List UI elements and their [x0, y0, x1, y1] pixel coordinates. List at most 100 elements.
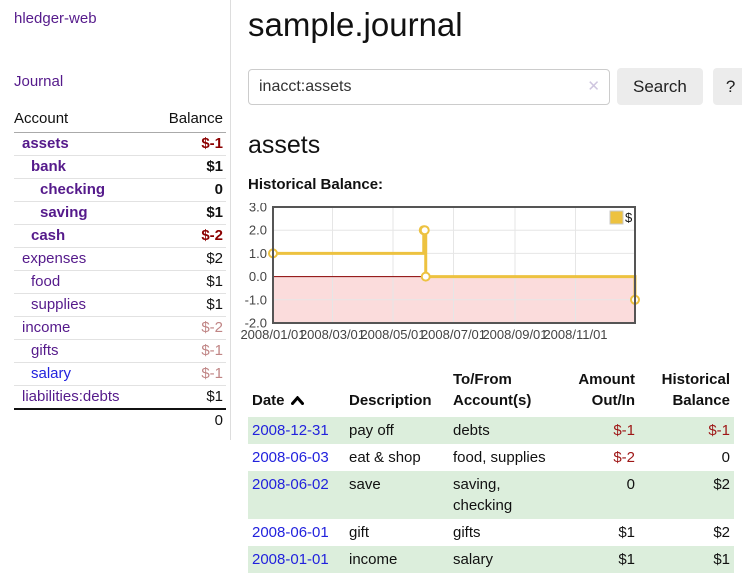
date-cell: 2008-06-01: [248, 519, 345, 546]
transaction-date-link[interactable]: 2008-01-01: [252, 551, 329, 568]
register-header-accounts: To/From Account(s): [453, 371, 532, 409]
account-cell: expenses: [14, 247, 152, 271]
date-cell: 2008-01-01: [248, 546, 345, 573]
search-box: ✕: [248, 68, 610, 105]
register-header-balance: Historical Balance: [661, 371, 730, 409]
register-table: Date Description To/From Account(s) Amou…: [248, 367, 734, 573]
amount-cell: $1: [618, 551, 635, 568]
account-cell: checking: [14, 178, 152, 202]
y-axis-label: -1.0: [245, 292, 267, 307]
account-balance: $1: [151, 385, 226, 410]
account-link-gifts[interactable]: gifts: [31, 342, 59, 359]
accounts-cell: food, supplies: [453, 449, 546, 466]
account-balance: $2: [151, 247, 226, 271]
account-link-liabilities-debts[interactable]: liabilities:debts: [22, 388, 120, 405]
account-balance: $1: [151, 155, 226, 179]
accounts-cell: saving, checking: [453, 476, 513, 514]
accounts-header-balance: Balance: [151, 107, 226, 133]
register-header-date-label: Date: [252, 392, 285, 409]
register-header-description: Description: [349, 392, 432, 409]
search-button[interactable]: Search: [617, 68, 703, 105]
chart-point: [420, 271, 431, 282]
accounts-header-account: Account: [14, 107, 152, 133]
account-balance: 0: [151, 178, 226, 202]
chart-point: [419, 225, 430, 236]
description-cell: income: [349, 551, 398, 568]
y-axis-label: 1.0: [249, 246, 267, 261]
account-balance: $-2: [151, 316, 226, 340]
account-row: cash $-2: [14, 224, 226, 248]
y-axis-label: 2.0: [249, 223, 267, 238]
accounts-total-spacer: [14, 408, 152, 432]
account-link-food[interactable]: food: [31, 273, 61, 290]
description-cell: pay off: [349, 422, 394, 439]
x-axis-label: 2008/07/01: [421, 327, 486, 342]
transaction-row: 2008-01-01 income salary $1 $1: [248, 546, 734, 573]
balance-cell: $-1: [708, 422, 730, 439]
accounts-cell: gifts: [453, 524, 481, 541]
accounts-total-value: 0: [151, 408, 226, 432]
account-link-assets[interactable]: assets: [22, 135, 69, 152]
x-axis-label: 2008/01/01: [240, 327, 305, 342]
description-cell: gift: [349, 524, 370, 541]
register-header-amount: Amount Out/In: [578, 371, 635, 409]
account-row: saving $1: [14, 201, 226, 225]
historical-balance-chart[interactable]: $3.0 2.0 1.0 0.0 -1.0 -2.0 2008/01/01 2008/03/0…: [239, 200, 742, 353]
chart-canvas[interactable]: $3.0 2.0 1.0 0.0 -1.0 -2.02008/01/012008/03/0…: [239, 200, 699, 349]
register-header-date[interactable]: Date: [248, 367, 345, 417]
date-cell: 2008-06-03: [248, 444, 345, 471]
balance-cell: $2: [713, 476, 730, 493]
description-cell: save: [349, 476, 381, 493]
account-link-salary[interactable]: salary: [31, 365, 72, 382]
account-balance: $1: [151, 270, 226, 294]
y-axis-label: 3.0: [249, 203, 267, 215]
balance-cell: 0: [721, 449, 730, 466]
transaction-date-link[interactable]: 2008-06-01: [252, 524, 329, 541]
account-row: liabilities:debts $1: [14, 385, 226, 410]
page-title: sample.journal: [248, 6, 463, 43]
y-axis-label: -2.0: [245, 316, 267, 331]
account-balance: $-1: [151, 339, 226, 363]
account-row: expenses $2: [14, 247, 226, 271]
account-cell: cash: [14, 224, 152, 248]
account-link-income[interactable]: income: [22, 319, 71, 336]
account-link-expenses[interactable]: expenses: [22, 250, 87, 267]
account-row: checking 0: [14, 178, 226, 202]
accounts-cell: salary: [453, 551, 494, 568]
account-balance: $-1: [151, 132, 226, 156]
account-link-bank[interactable]: bank: [31, 158, 67, 175]
x-axis-label: 2008/11/01: [543, 327, 607, 342]
account-row: gifts $-1: [14, 339, 226, 363]
account-balance: $1: [151, 293, 226, 317]
balance-cell: $1: [713, 551, 730, 568]
account-cell: saving: [14, 201, 152, 225]
transaction-row: 2008-12-31 pay off debts $-1 $-1: [248, 417, 734, 444]
sort-ascending-icon: [290, 390, 304, 411]
x-axis-label: 2008/09/01: [482, 327, 547, 342]
account-row: bank $1: [14, 155, 226, 179]
transaction-date-link[interactable]: 2008-06-02: [252, 476, 329, 493]
accounts-cell: debts: [453, 422, 490, 439]
x-axis-label: 2008/03/01: [300, 327, 365, 342]
brand-link[interactable]: hledger-web: [14, 10, 97, 27]
amount-cell: $-1: [613, 422, 635, 439]
account-cell: income: [14, 316, 152, 340]
date-cell: 2008-12-31: [248, 417, 345, 444]
date-cell: 2008-06-02: [248, 471, 345, 519]
clear-search-icon[interactable]: ✕: [587, 77, 600, 95]
account-balance: $-1: [151, 362, 226, 386]
transaction-date-link[interactable]: 2008-12-31: [252, 422, 329, 439]
help-button[interactable]: ?: [712, 68, 742, 105]
account-link-supplies[interactable]: supplies: [31, 296, 87, 313]
account-link-cash[interactable]: cash: [31, 227, 66, 244]
account-cell: bank: [14, 155, 152, 179]
account-link-saving[interactable]: saving: [40, 204, 88, 221]
sidebar-item-journal[interactable]: Journal: [14, 73, 64, 90]
account-link-checking[interactable]: checking: [40, 181, 106, 198]
balance-cell: $2: [713, 524, 730, 541]
account-row: salary $-1: [14, 362, 226, 386]
transaction-date-link[interactable]: 2008-06-03: [252, 449, 329, 466]
account-cell: salary: [14, 362, 152, 386]
account-row: food $1: [14, 270, 226, 294]
search-input[interactable]: [248, 68, 610, 105]
